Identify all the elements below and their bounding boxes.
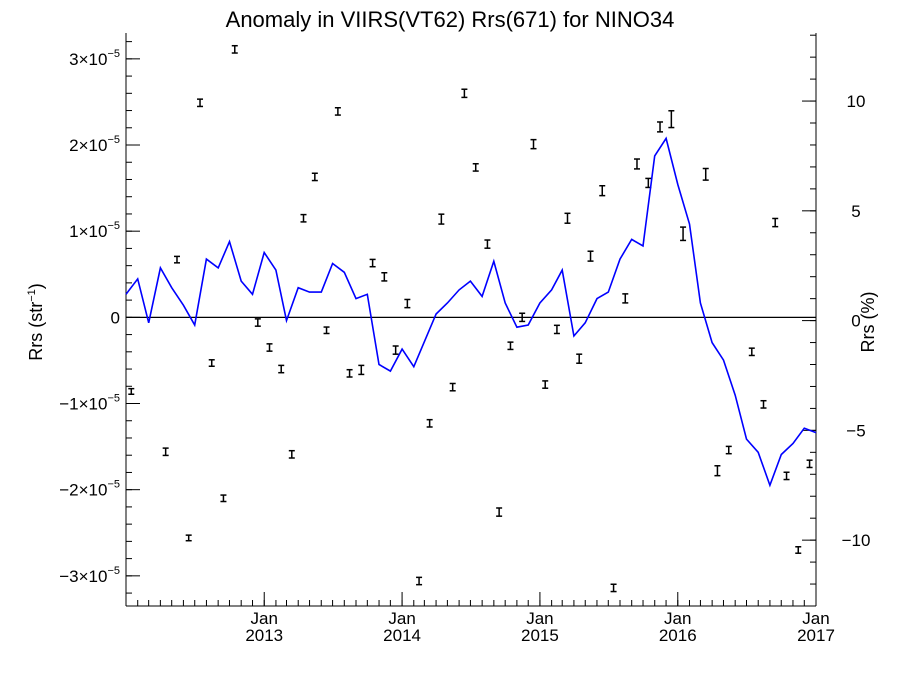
data-point — [657, 121, 664, 133]
left-tick-label: −2×10−5 — [59, 479, 120, 500]
data-point — [633, 158, 640, 170]
data-point — [461, 88, 468, 99]
data-point — [519, 312, 526, 323]
data-point — [334, 107, 341, 116]
data-point — [381, 272, 388, 282]
data-point — [564, 212, 571, 224]
data-point — [323, 326, 330, 335]
data-point — [714, 465, 721, 477]
data-point — [496, 507, 503, 517]
data-point — [220, 494, 227, 503]
right-tick-label: 0 — [851, 312, 860, 331]
x-tick-month-label: Jan — [388, 609, 415, 628]
x-tick-month-label: Jan — [526, 609, 553, 628]
left-y-axis-label: Rrs (str−1) — [26, 283, 46, 361]
data-point — [507, 341, 514, 351]
data-point — [358, 364, 365, 376]
left-tick-label: 3×10−5 — [69, 48, 120, 69]
data-point — [300, 213, 307, 223]
data-point — [185, 534, 192, 542]
data-point — [576, 353, 583, 364]
data-point — [702, 167, 709, 181]
data-point — [587, 250, 594, 262]
data-point — [162, 447, 169, 457]
left-tick-label: −1×10−5 — [59, 393, 120, 414]
data-point — [416, 576, 423, 586]
data-point — [346, 368, 353, 378]
data-point — [680, 226, 687, 242]
data-point — [278, 364, 285, 374]
data-point — [208, 359, 215, 367]
data-point — [622, 293, 629, 304]
data-point — [449, 382, 456, 392]
data-point — [542, 380, 549, 389]
data-point — [760, 399, 767, 409]
x-tick-month-label: Jan — [251, 609, 278, 628]
data-point — [426, 418, 433, 428]
x-tick-month-label: Jan — [802, 609, 829, 628]
data-point — [173, 255, 180, 264]
data-point — [392, 345, 399, 355]
data-point — [530, 138, 537, 150]
left-y-axis: 3×10−5 2×10−5 1×10−5 0 −1×10−5 −2×10−5 −3×10−5 — [59, 41, 140, 594]
x-tick-year-label: 2013 — [245, 626, 283, 645]
left-tick-label: −3×10−5 — [59, 565, 120, 586]
data-point — [783, 471, 790, 481]
plot-frame — [125, 33, 817, 607]
data-point — [128, 387, 135, 395]
data-point — [438, 213, 445, 225]
data-point — [404, 298, 411, 309]
x-tick-year-label: 2016 — [659, 626, 697, 645]
data-point — [288, 449, 295, 459]
data-point — [472, 163, 479, 172]
left-y-axis-label-base: Rrs (str — [26, 302, 46, 361]
left-tick-label: 1×10−5 — [69, 220, 120, 241]
anomaly-points-series — [128, 44, 813, 593]
data-point — [369, 258, 376, 268]
right-tick-label: −5 — [846, 421, 865, 440]
data-point — [772, 217, 779, 228]
left-tick-label: 2×10−5 — [69, 134, 120, 155]
data-point — [484, 239, 491, 249]
right-y-axis-label: Rrs (%) — [858, 292, 878, 353]
data-point — [197, 98, 204, 108]
data-point — [553, 324, 560, 335]
data-point — [748, 347, 755, 357]
left-tick-label: 0 — [111, 308, 120, 327]
left-y-axis-label-close: ) — [26, 283, 46, 289]
chart-title: Anomaly in VIIRS(VT62) Rrs(671) for NINO… — [226, 7, 675, 32]
right-tick-label: 5 — [851, 202, 860, 221]
x-tick-month-label: Jan — [664, 609, 691, 628]
left-y-axis-label-exponent: −1 — [26, 289, 38, 302]
data-point — [266, 343, 273, 352]
data-point — [806, 459, 813, 469]
data-point — [254, 318, 261, 327]
data-point — [311, 172, 318, 182]
data-point — [725, 445, 732, 455]
right-tick-label: −10 — [842, 531, 871, 550]
data-point — [795, 546, 802, 554]
data-point — [610, 583, 617, 593]
x-tick-year-label: 2015 — [521, 626, 559, 645]
percent-anomaly-line — [125, 136, 817, 488]
data-point — [599, 184, 606, 197]
data-point — [231, 44, 238, 54]
x-tick-year-label: 2017 — [797, 626, 835, 645]
right-tick-label: 10 — [847, 92, 866, 111]
right-y-axis: 10 5 0 −5 −10 — [802, 34, 871, 607]
data-point — [668, 110, 675, 129]
x-tick-year-label: 2014 — [383, 626, 421, 645]
